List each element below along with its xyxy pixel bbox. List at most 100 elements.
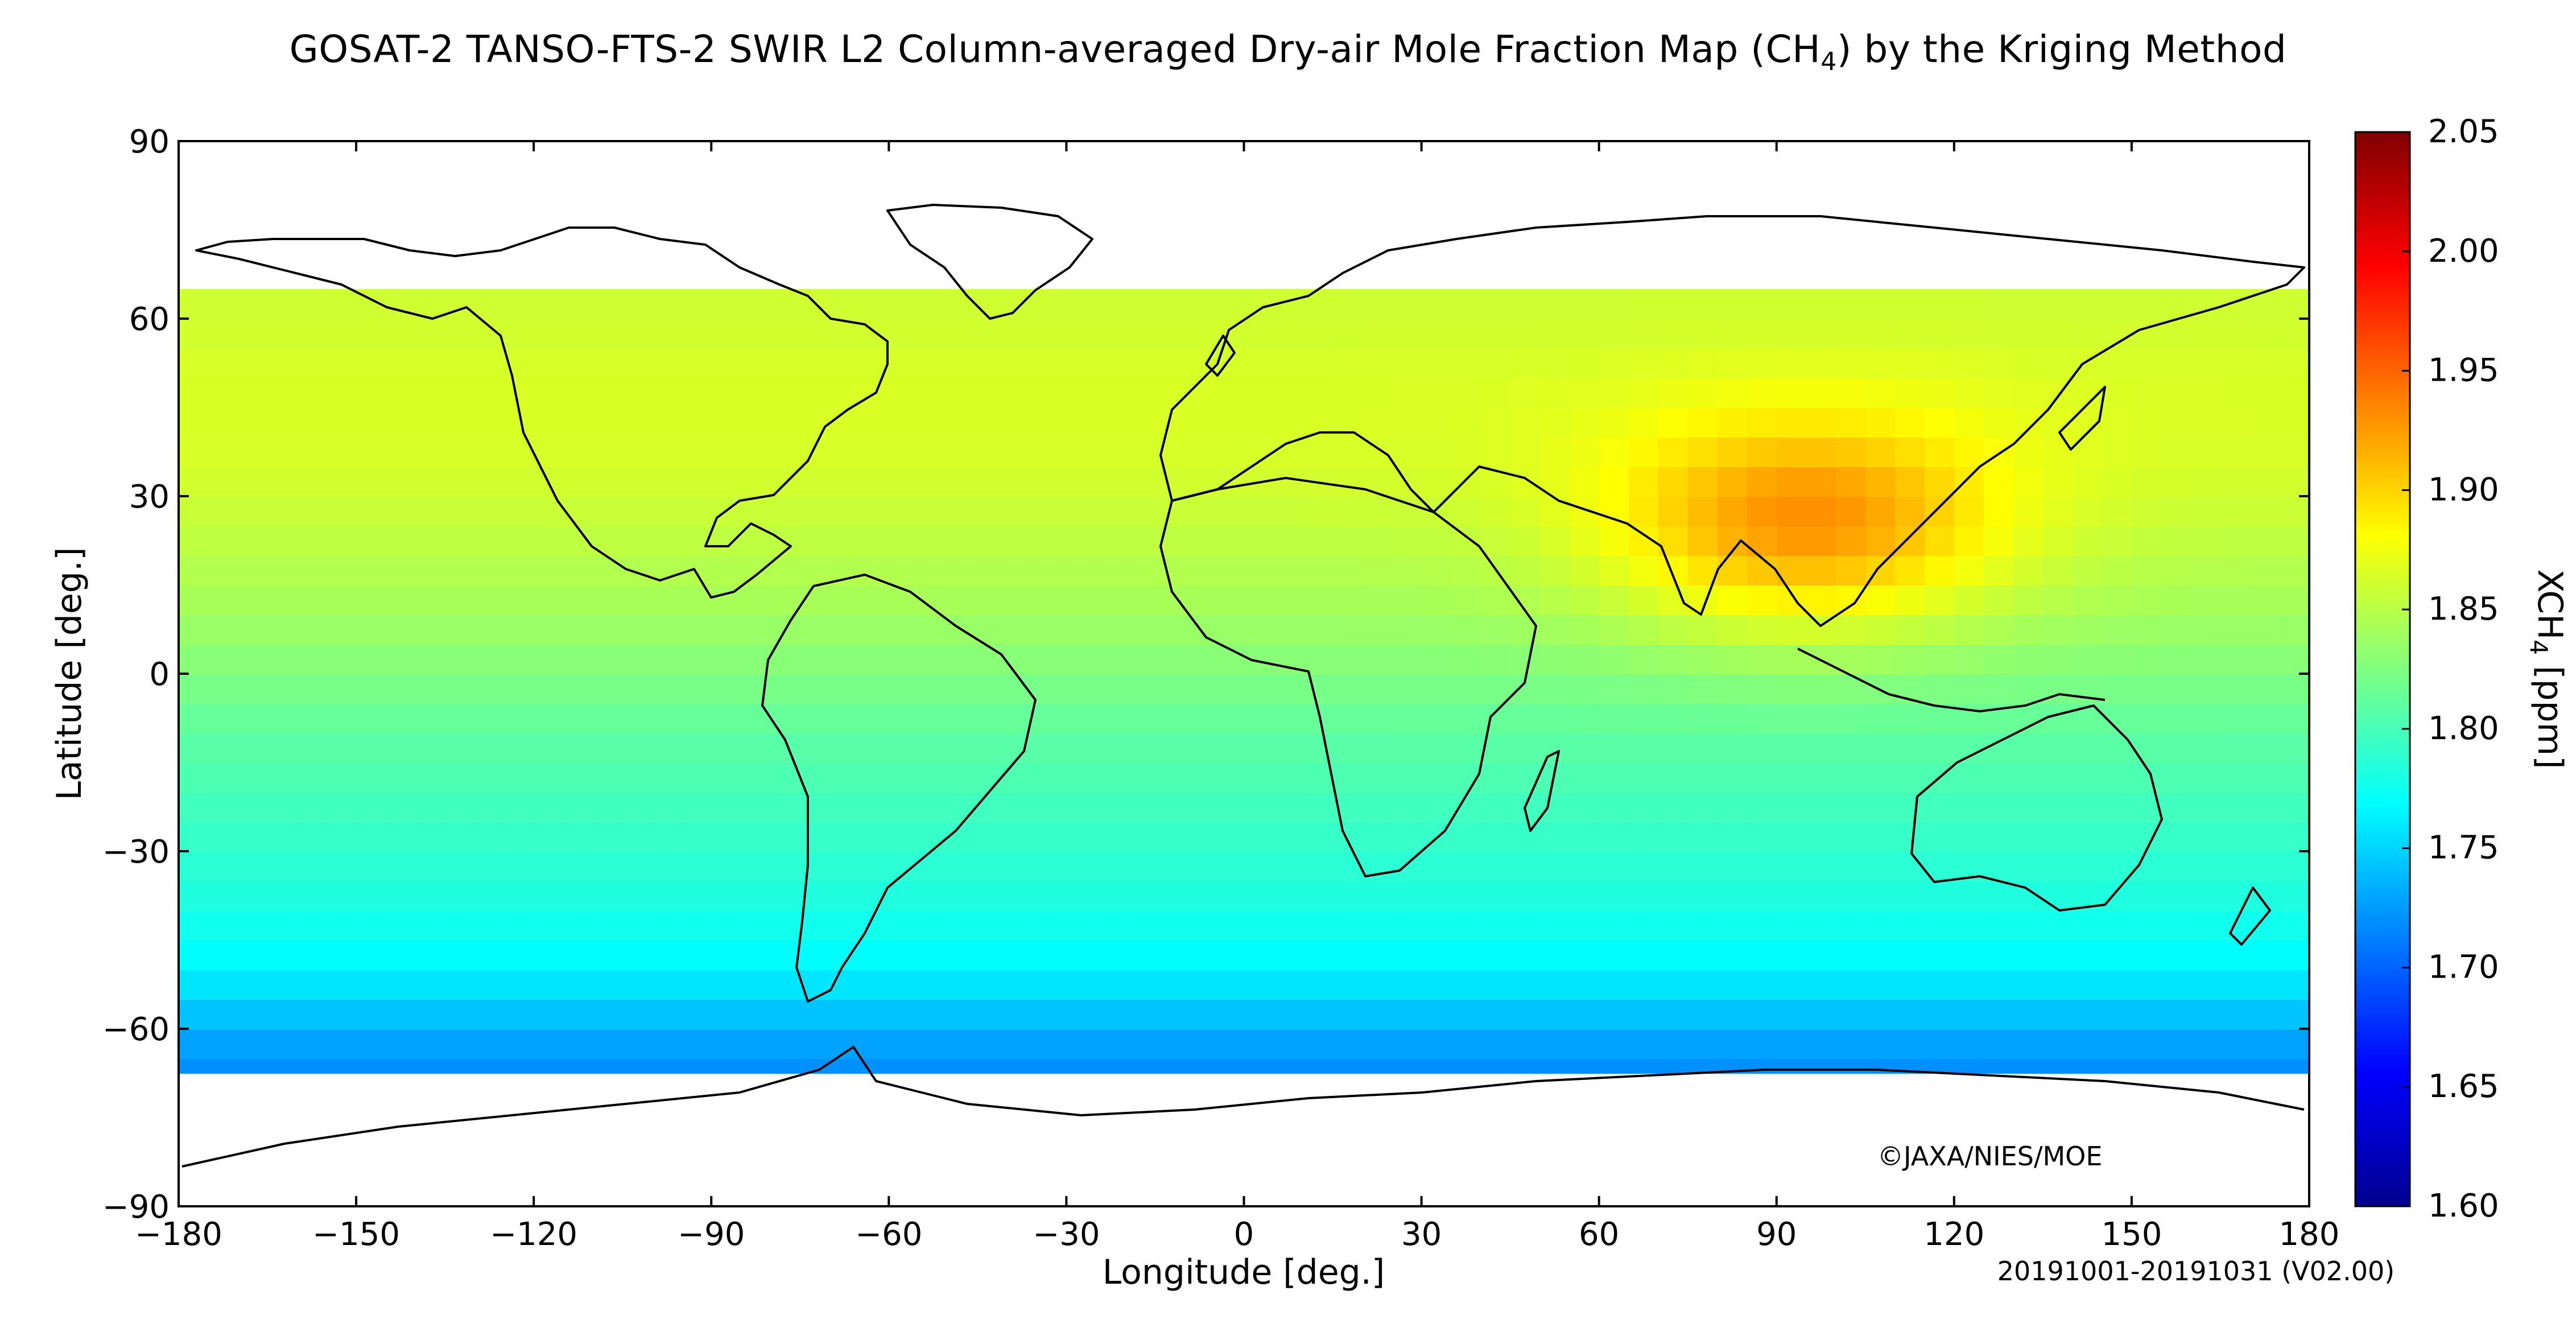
heatmap-cell: [2190, 910, 2221, 941]
heatmap-cell: [415, 851, 446, 881]
heatmap-cell: [977, 970, 1008, 1000]
heatmap-cell: [1776, 467, 1807, 497]
heatmap-cell: [1303, 289, 1334, 319]
heatmap-cell: [1096, 674, 1126, 704]
heatmap-cell: [1480, 822, 1511, 852]
heatmap-cell: [1155, 1058, 1186, 1074]
heatmap-cell: [829, 289, 860, 319]
heatmap-cell: [1569, 555, 1600, 586]
heatmap-cell: [1155, 910, 1186, 941]
heatmap-cell: [1687, 378, 1718, 408]
heatmap-cell: [1687, 526, 1718, 556]
heatmap-cell: [1539, 615, 1570, 645]
heatmap-cell: [977, 940, 1008, 970]
heatmap-cell: [741, 703, 771, 733]
heatmap-cell: [1776, 881, 1807, 911]
heatmap-cell: [829, 703, 860, 733]
heatmap-cell: [1451, 733, 1481, 763]
heatmap-cell: [1155, 881, 1186, 911]
heatmap-cell: [208, 585, 238, 615]
heatmap-cell: [445, 970, 476, 1000]
heatmap-cell: [327, 407, 357, 438]
heatmap-cell: [1747, 674, 1777, 704]
heatmap-cell: [1421, 378, 1452, 408]
heatmap-cell: [622, 1058, 653, 1074]
heatmap-cell: [1983, 615, 2014, 645]
heatmap-cell: [1954, 970, 1984, 1000]
heatmap-cell: [1480, 674, 1511, 704]
heatmap-cell: [622, 289, 653, 319]
heatmap-cell: [859, 940, 890, 970]
heatmap-cell: [829, 881, 860, 911]
heatmap-cell: [386, 703, 416, 733]
heatmap-cell: [1125, 910, 1156, 941]
heatmap-cell: [1510, 289, 1541, 319]
heatmap-cell: [1983, 792, 2014, 822]
heatmap-cell: [563, 289, 594, 319]
heatmap-cell: [179, 496, 209, 526]
heatmap-cell: [741, 407, 771, 438]
heatmap-cell: [2190, 999, 2221, 1029]
heatmap-cell: [1244, 496, 1274, 526]
heatmap-cell: [327, 792, 357, 822]
heatmap-cell: [1510, 407, 1541, 438]
heatmap-cell: [1037, 496, 1067, 526]
heatmap-cell: [1362, 910, 1393, 941]
heatmap-cell: [741, 319, 771, 349]
heatmap-cell: [1599, 703, 1629, 733]
heatmap-cell: [1125, 792, 1156, 822]
heatmap-cell: [474, 585, 505, 615]
heatmap-cell: [1273, 555, 1304, 586]
heatmap-cell: [356, 674, 387, 704]
heatmap-cell: [918, 467, 949, 497]
heatmap-cell: [2072, 970, 2103, 1000]
heatmap-cell: [179, 615, 209, 645]
heatmap-cell: [652, 851, 683, 881]
heatmap-cell: [208, 526, 238, 556]
heatmap-cell: [1539, 437, 1570, 467]
x-axis-title: Longitude [deg.]: [1103, 1252, 1385, 1292]
heatmap-cell: [1747, 1029, 1777, 1059]
heatmap-cell: [948, 555, 979, 586]
heatmap-cell: [2161, 615, 2191, 645]
heatmap-cell: [889, 940, 919, 970]
heatmap-cell: [327, 319, 357, 349]
heatmap-cell: [1392, 910, 1422, 941]
heatmap-cell: [682, 289, 712, 319]
heatmap-cell: [1628, 467, 1659, 497]
heatmap-cell: [2190, 378, 2221, 408]
heatmap-cell: [800, 940, 831, 970]
heatmap-cell: [1125, 526, 1156, 556]
heatmap-cell: [563, 674, 594, 704]
heatmap-cell: [504, 467, 535, 497]
heatmap-cell: [1096, 437, 1126, 467]
heatmap-cell: [1894, 407, 1925, 438]
heatmap-cell: [711, 999, 742, 1029]
heatmap-cell: [829, 615, 860, 645]
heatmap-cell: [2131, 881, 2162, 911]
heatmap-cell: [1096, 407, 1126, 438]
heatmap-cell: [1747, 910, 1777, 941]
heatmap-cell: [1806, 822, 1836, 852]
heatmap-cell: [2102, 1029, 2132, 1059]
heatmap-cell: [652, 881, 683, 911]
heatmap-cell: [1096, 999, 1126, 1029]
heatmap-cell: [1421, 319, 1452, 349]
heatmap-cell: [2220, 762, 2251, 793]
heatmap-cell: [918, 910, 949, 941]
heatmap-cell: [800, 378, 831, 408]
heatmap-cell: [1747, 970, 1777, 1000]
heatmap-cell: [2131, 526, 2162, 556]
heatmap-cell: [1983, 585, 2014, 615]
heatmap-cell: [2131, 999, 2162, 1029]
heatmap-cell: [652, 1029, 683, 1059]
heatmap-cell: [682, 970, 712, 1000]
heatmap-cell: [1155, 703, 1186, 733]
heatmap-cell: [1983, 762, 2014, 793]
heatmap-cell: [208, 1058, 238, 1074]
heatmap-cell: [1362, 555, 1393, 586]
heatmap-cell: [238, 496, 268, 526]
heatmap-cell: [1599, 348, 1629, 378]
heatmap-cell: [918, 555, 949, 586]
heatmap-cell: [1392, 881, 1422, 911]
